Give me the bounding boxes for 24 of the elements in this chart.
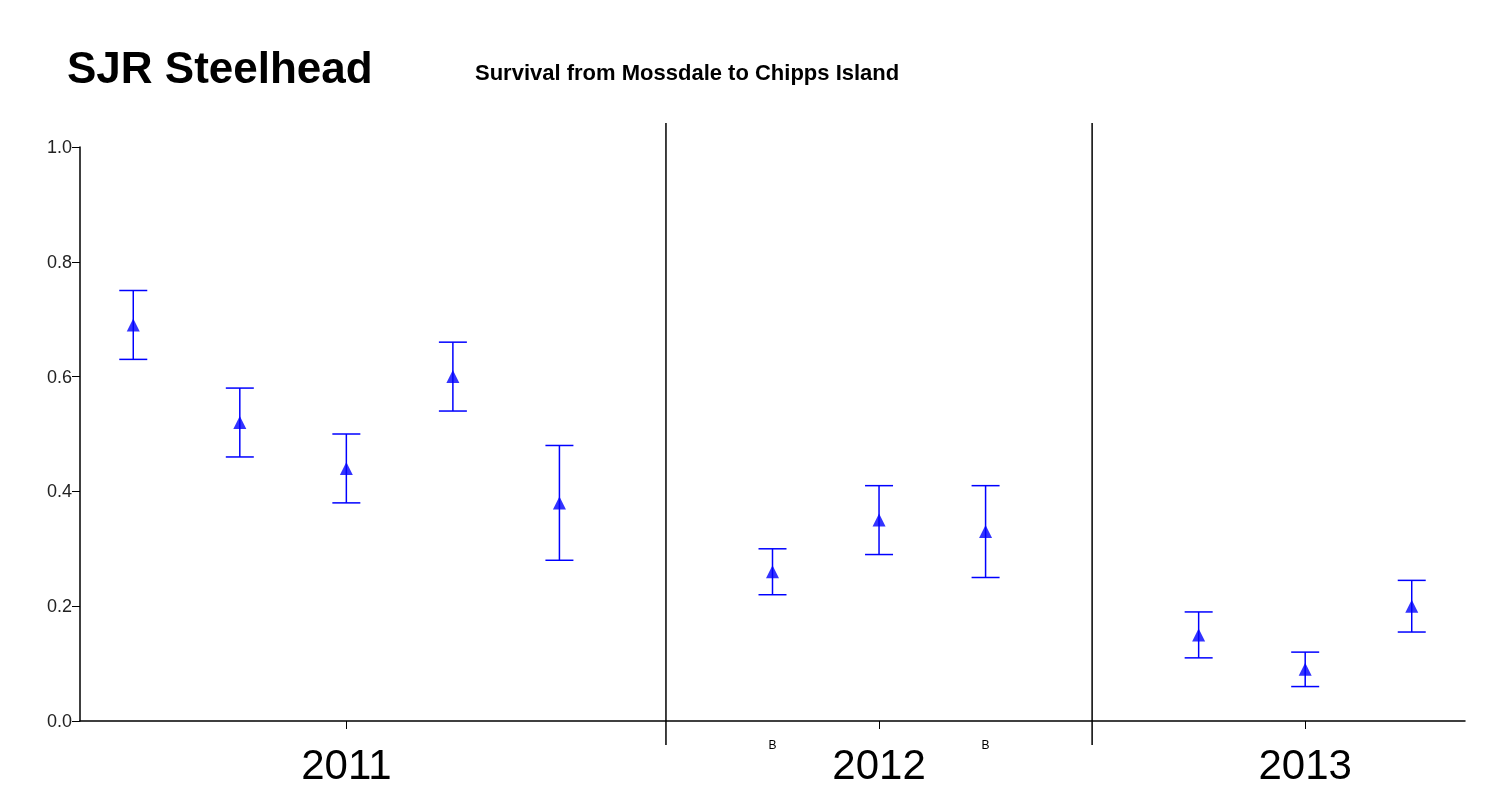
chart-subtitle: Survival from Mossdale to Chipps Island xyxy=(475,59,900,85)
y-tick-label: 1.0 xyxy=(46,137,72,157)
point xyxy=(126,318,140,332)
point xyxy=(339,461,353,475)
point xyxy=(446,370,460,384)
x-tick-label: 2013 xyxy=(1258,740,1352,788)
y-tick-label: 0.2 xyxy=(46,596,72,617)
point xyxy=(1405,599,1419,613)
point xyxy=(233,416,247,430)
y-tick-label: 0.4 xyxy=(46,481,72,502)
text: B xyxy=(768,738,777,752)
x-tick-label: 2012 xyxy=(832,740,926,788)
y-tick-label: 0.0 xyxy=(46,711,72,731)
text: B xyxy=(981,738,990,752)
point xyxy=(872,513,886,527)
point xyxy=(979,525,993,539)
point xyxy=(766,565,779,579)
x-tick-label: 2011 xyxy=(301,740,392,788)
chart-title: SJR Steelhead xyxy=(67,42,373,92)
y-tick-label: 0.6 xyxy=(46,366,72,387)
point xyxy=(1298,662,1312,676)
point xyxy=(1192,628,1206,642)
point xyxy=(552,496,566,510)
y-tick-label: 0.8 xyxy=(46,251,72,272)
